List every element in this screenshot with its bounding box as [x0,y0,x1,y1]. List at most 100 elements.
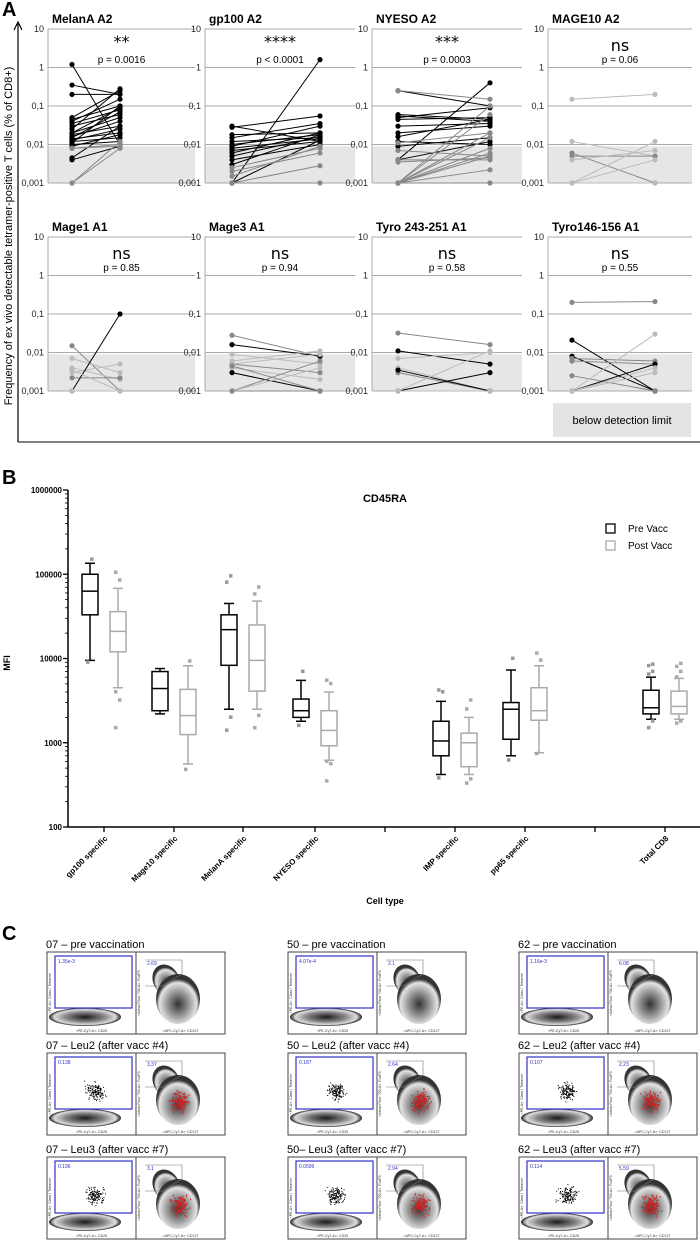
event-dot [89,1194,91,1196]
post-point [487,180,493,186]
tetramer-event-dot [653,1092,655,1094]
outlier-point [651,669,655,674]
tetramer-event-dot [420,1094,422,1097]
tetramer-event-dot [416,1103,419,1106]
event-dot [100,1095,102,1097]
event-dot [329,1200,331,1202]
tetramer-event-dot [423,1216,425,1218]
tetramer-event-dot [179,1203,181,1205]
tetramer-event-dot [428,1207,431,1209]
y-tick-label: 1 [539,271,544,281]
flow-plot-group: 62 – Leu3 (after vacc #7)0.114<PE-Cy7-A>… [518,1144,698,1240]
event-dot [570,1201,572,1203]
event-dot [95,1092,97,1094]
tetramer-event-dot [645,1209,648,1211]
tetramer-event-dot [184,1103,186,1105]
tetramer-event-dot [175,1211,177,1213]
event-dot [330,1191,332,1193]
flow-plot-title: 50– Leu3 (after vacc #7) [287,1144,406,1156]
tetramer-event-dot [646,1203,649,1205]
event-dot [338,1191,340,1193]
event-dot [336,1195,338,1197]
tetramer-event-dot [180,1208,182,1211]
tetramer-event-dot [641,1206,643,1208]
tetramer-event-dot [182,1208,184,1210]
y-tick-label: 1 [363,63,368,73]
p-value: p = 0.94 [262,263,299,274]
tetramer-event-dot [413,1098,416,1100]
tetramer-event-dot [429,1102,431,1104]
tetramer-event-dot [423,1097,426,1099]
tetramer-event-dot [184,1199,186,1202]
tetramer-event-dot [421,1204,423,1206]
pair-line [71,105,121,144]
event-dot [330,1091,332,1093]
tetramer-event-dot [415,1096,417,1099]
subplot-title: Mage3 A1 [209,220,265,234]
event-dot [568,1093,570,1095]
foxp3-gate [617,1060,655,1088]
event-dot [329,1091,331,1093]
event-dot [89,1085,91,1087]
event-dot [342,1092,344,1094]
tetramer-event-dot [651,1204,653,1206]
event-dot [564,1096,566,1098]
tetramer-event-dot [649,1106,651,1108]
event-dot [343,1093,345,1095]
pair-line [71,369,121,392]
event-dot [89,1198,91,1200]
tetramer-event-dot [175,1207,177,1209]
event-dot [105,1096,107,1098]
tetramer-event-dot [656,1097,658,1099]
tetramer-event-dot [187,1103,189,1105]
event-dot [566,1091,568,1093]
tetramer-event-dot [656,1202,658,1204]
event-dot [332,1192,334,1194]
tetramer-event-dot [649,1105,651,1107]
event-dot [340,1085,342,1087]
event-dot [339,1083,341,1085]
pair-line [571,367,656,392]
tetramer-event-dot [175,1102,177,1104]
outlier-point [675,721,679,725]
pair-line [397,117,491,120]
event-dot [572,1186,574,1188]
tetramer-event-dot [185,1097,188,1099]
event-dot [101,1201,103,1203]
tetramer-event-dot [177,1202,179,1204]
event-dot [342,1091,344,1093]
outlier-point [86,660,90,664]
event-dot [103,1199,105,1201]
event-dot [562,1197,564,1199]
pre-point [229,168,235,175]
foxp3-plot: 3.37<APC-Cy7-A>: CD127<Alexa Fluor 700-A… [135,1052,226,1136]
tetramer-event-dot [650,1209,652,1211]
event-dot [336,1199,338,1201]
tetramer-event-dot [175,1107,177,1109]
tetramer-event-dot [420,1197,422,1200]
event-dot [88,1186,90,1188]
event-dot [92,1090,94,1092]
event-dot [100,1094,102,1096]
event-dot [335,1193,337,1195]
tetramer-event-dot [646,1202,649,1204]
tetramer-event-dot [423,1206,426,1208]
event-dot [96,1096,98,1098]
event-dot [565,1188,567,1190]
event-dot [337,1101,339,1103]
pair-line [397,140,491,161]
event-dot [99,1090,101,1092]
post-point [317,180,323,186]
y-tick-label: 1 [363,271,368,281]
pre-point [229,351,235,357]
tetramer-event-dot [423,1094,425,1097]
tetramer-event-dot [658,1100,660,1102]
tetramer-event-dot [651,1095,653,1098]
event-dot [341,1191,343,1193]
event-dot [330,1190,332,1192]
tetramer-event-dot [650,1207,652,1210]
x-tick-label: pp65 specific [488,834,531,877]
tetramer-event-dot [417,1102,419,1104]
pair-line [397,82,491,161]
